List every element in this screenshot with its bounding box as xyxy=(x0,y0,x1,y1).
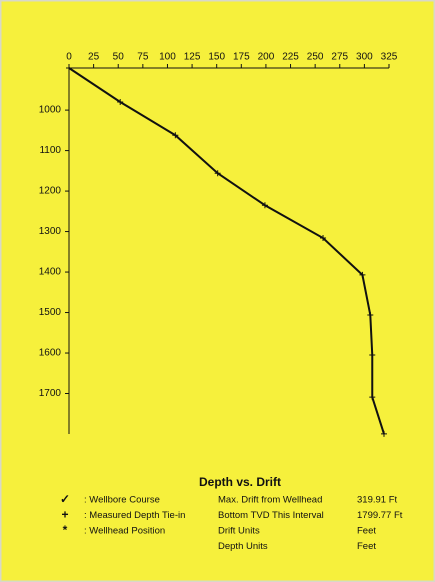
y-tick-label: 1200 xyxy=(39,186,62,197)
x-tick-label: 100 xyxy=(159,52,176,63)
x-tick-label: 25 xyxy=(88,52,100,63)
tie-in-marker xyxy=(369,394,376,401)
tie-in-marker xyxy=(380,430,387,437)
tie-in-marker xyxy=(359,271,366,278)
y-tick-label: 1500 xyxy=(39,307,62,318)
x-tick-label: 250 xyxy=(307,52,324,63)
info-label: Depth Units xyxy=(218,541,268,552)
x-tick-label: 275 xyxy=(331,52,348,63)
y-tick-label: 1400 xyxy=(39,267,62,278)
x-tick-label: 150 xyxy=(208,52,225,63)
tie-in-marker xyxy=(367,311,374,318)
chart-title: Depth vs. Drift xyxy=(199,475,281,489)
tie-in-marker xyxy=(214,170,221,177)
x-tick-label: 300 xyxy=(356,52,373,63)
info-value: 319.91 Ft xyxy=(357,495,397,506)
legend-label: : Wellhead Position xyxy=(84,526,165,537)
y-tick-label: 1300 xyxy=(39,226,62,237)
x-tick-label: 175 xyxy=(233,52,250,63)
x-tick-label: 125 xyxy=(184,52,201,63)
tie-in-marker xyxy=(320,235,327,242)
x-tick-label: 50 xyxy=(113,52,125,63)
info-value: Feet xyxy=(357,541,376,552)
info-value: 1799.77 Ft xyxy=(357,510,403,521)
legend-label: : Wellbore Course xyxy=(84,495,160,506)
y-tick-label: 1600 xyxy=(39,348,62,359)
x-tick-label: 225 xyxy=(282,52,299,63)
info-label: Drift Units xyxy=(218,526,260,537)
y-tick-label: 1100 xyxy=(39,145,61,156)
tie-in-marker xyxy=(117,99,124,106)
tie-in-marker xyxy=(261,202,268,209)
x-tick-label: 325 xyxy=(381,52,398,63)
tie-in-marker xyxy=(369,352,376,359)
tie-in-marker xyxy=(66,65,72,71)
tie-in-marker xyxy=(172,132,179,139)
info-value: Feet xyxy=(357,526,376,537)
legend-symbol: ✓ xyxy=(60,492,70,506)
info-label: Bottom TVD This Interval xyxy=(218,510,324,521)
legend-symbol: * xyxy=(63,523,68,537)
x-tick-label: 200 xyxy=(258,52,275,63)
info-label: Max. Drift from Wellhead xyxy=(218,495,322,506)
x-tick-label: 75 xyxy=(137,52,149,63)
legend-label: : Measured Depth Tie-in xyxy=(84,510,185,521)
x-tick-label: 0 xyxy=(66,52,72,63)
y-tick-label: 1000 xyxy=(39,105,62,116)
y-tick-label: 1700 xyxy=(39,388,62,399)
legend-symbol: + xyxy=(61,508,68,522)
